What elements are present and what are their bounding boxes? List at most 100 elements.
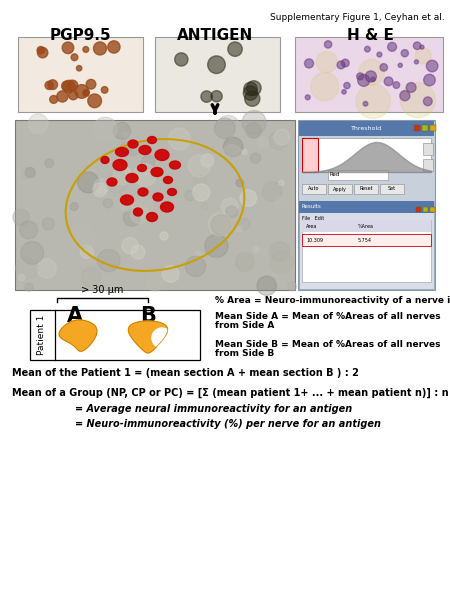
Circle shape xyxy=(185,190,195,200)
Text: B: B xyxy=(140,306,156,326)
Circle shape xyxy=(337,61,345,69)
Bar xyxy=(414,125,420,131)
Circle shape xyxy=(37,47,45,54)
Ellipse shape xyxy=(134,208,143,216)
Circle shape xyxy=(194,175,207,187)
Text: % Area = Neuro-immunoreactivity of a nerve in %: % Area = Neuro-immunoreactivity of a ner… xyxy=(215,296,450,305)
Bar xyxy=(15,120,295,290)
Circle shape xyxy=(275,196,288,208)
Circle shape xyxy=(377,52,382,57)
Circle shape xyxy=(113,166,132,185)
Bar xyxy=(30,310,200,360)
Text: from Side A: from Side A xyxy=(215,321,274,330)
Circle shape xyxy=(71,224,94,248)
Circle shape xyxy=(50,95,58,103)
Text: Supplementary Figure 1, Ceyhan et al.: Supplementary Figure 1, Ceyhan et al. xyxy=(270,13,445,22)
Circle shape xyxy=(247,81,261,95)
Text: = Neuro-immunoreactivity (%) per nerve for an antigen: = Neuro-immunoreactivity (%) per nerve f… xyxy=(75,419,381,429)
Circle shape xyxy=(160,232,168,240)
Bar xyxy=(299,201,434,289)
Circle shape xyxy=(37,47,48,58)
Text: from Side B: from Side B xyxy=(215,349,274,358)
Ellipse shape xyxy=(138,188,148,196)
Ellipse shape xyxy=(163,176,172,184)
Circle shape xyxy=(415,48,431,64)
Circle shape xyxy=(152,328,172,348)
Circle shape xyxy=(288,282,297,291)
Circle shape xyxy=(400,83,436,118)
Circle shape xyxy=(424,74,435,86)
Circle shape xyxy=(21,167,33,179)
Circle shape xyxy=(253,247,259,253)
Circle shape xyxy=(84,89,90,95)
Ellipse shape xyxy=(161,202,174,212)
Text: Auto: Auto xyxy=(308,187,320,191)
Circle shape xyxy=(359,59,384,85)
Circle shape xyxy=(16,257,38,279)
Circle shape xyxy=(88,94,102,107)
Circle shape xyxy=(106,171,128,193)
Circle shape xyxy=(70,203,78,211)
Ellipse shape xyxy=(126,173,138,182)
Circle shape xyxy=(356,84,390,118)
Circle shape xyxy=(371,77,375,82)
Circle shape xyxy=(57,91,68,102)
Bar xyxy=(155,37,280,112)
Ellipse shape xyxy=(116,148,129,157)
Text: = Average neural immunoreactivity for an antigen: = Average neural immunoreactivity for an… xyxy=(75,404,352,414)
Circle shape xyxy=(78,172,99,193)
Polygon shape xyxy=(59,320,97,351)
Bar xyxy=(302,138,431,172)
Circle shape xyxy=(215,118,235,139)
Ellipse shape xyxy=(128,140,138,148)
Circle shape xyxy=(113,122,130,139)
Circle shape xyxy=(236,253,254,271)
Circle shape xyxy=(380,64,387,71)
Circle shape xyxy=(400,91,410,101)
Circle shape xyxy=(270,251,293,274)
Circle shape xyxy=(358,74,369,86)
Bar xyxy=(299,121,434,136)
Text: 10.309: 10.309 xyxy=(306,238,323,242)
Circle shape xyxy=(342,59,349,67)
Text: File   Edit: File Edit xyxy=(302,216,324,221)
Circle shape xyxy=(168,128,190,150)
Ellipse shape xyxy=(147,212,158,221)
Circle shape xyxy=(310,73,339,101)
Circle shape xyxy=(393,82,400,88)
Ellipse shape xyxy=(153,193,163,201)
Circle shape xyxy=(76,65,82,71)
Bar xyxy=(380,184,404,194)
Circle shape xyxy=(80,245,94,259)
Ellipse shape xyxy=(167,188,176,196)
Circle shape xyxy=(94,179,109,194)
Circle shape xyxy=(143,168,150,175)
Circle shape xyxy=(185,256,206,277)
Circle shape xyxy=(228,42,242,56)
Circle shape xyxy=(71,54,78,61)
Circle shape xyxy=(175,53,188,66)
Circle shape xyxy=(68,80,78,91)
Ellipse shape xyxy=(148,136,157,143)
Polygon shape xyxy=(128,321,168,353)
Circle shape xyxy=(226,206,238,218)
Circle shape xyxy=(108,41,120,53)
Circle shape xyxy=(223,137,243,157)
Circle shape xyxy=(194,251,203,260)
Text: Mean of a Group (NP, CP or PC) = [Σ (mean patient 1+ ... + mean patient n)] : n : Mean of a Group (NP, CP or PC) = [Σ (mea… xyxy=(12,388,450,398)
Circle shape xyxy=(63,80,75,93)
Bar xyxy=(423,207,428,212)
Ellipse shape xyxy=(107,178,117,186)
Circle shape xyxy=(81,267,101,287)
Text: Mean Side A = Mean of %Areas of all nerves: Mean Side A = Mean of %Areas of all nerv… xyxy=(215,312,441,321)
Circle shape xyxy=(25,283,33,291)
Circle shape xyxy=(244,82,257,95)
Circle shape xyxy=(25,167,35,178)
Circle shape xyxy=(19,221,37,239)
Circle shape xyxy=(62,81,72,91)
Circle shape xyxy=(211,91,222,102)
Text: Set: Set xyxy=(388,187,396,191)
Circle shape xyxy=(146,273,164,291)
Circle shape xyxy=(401,50,409,57)
Ellipse shape xyxy=(113,160,127,170)
